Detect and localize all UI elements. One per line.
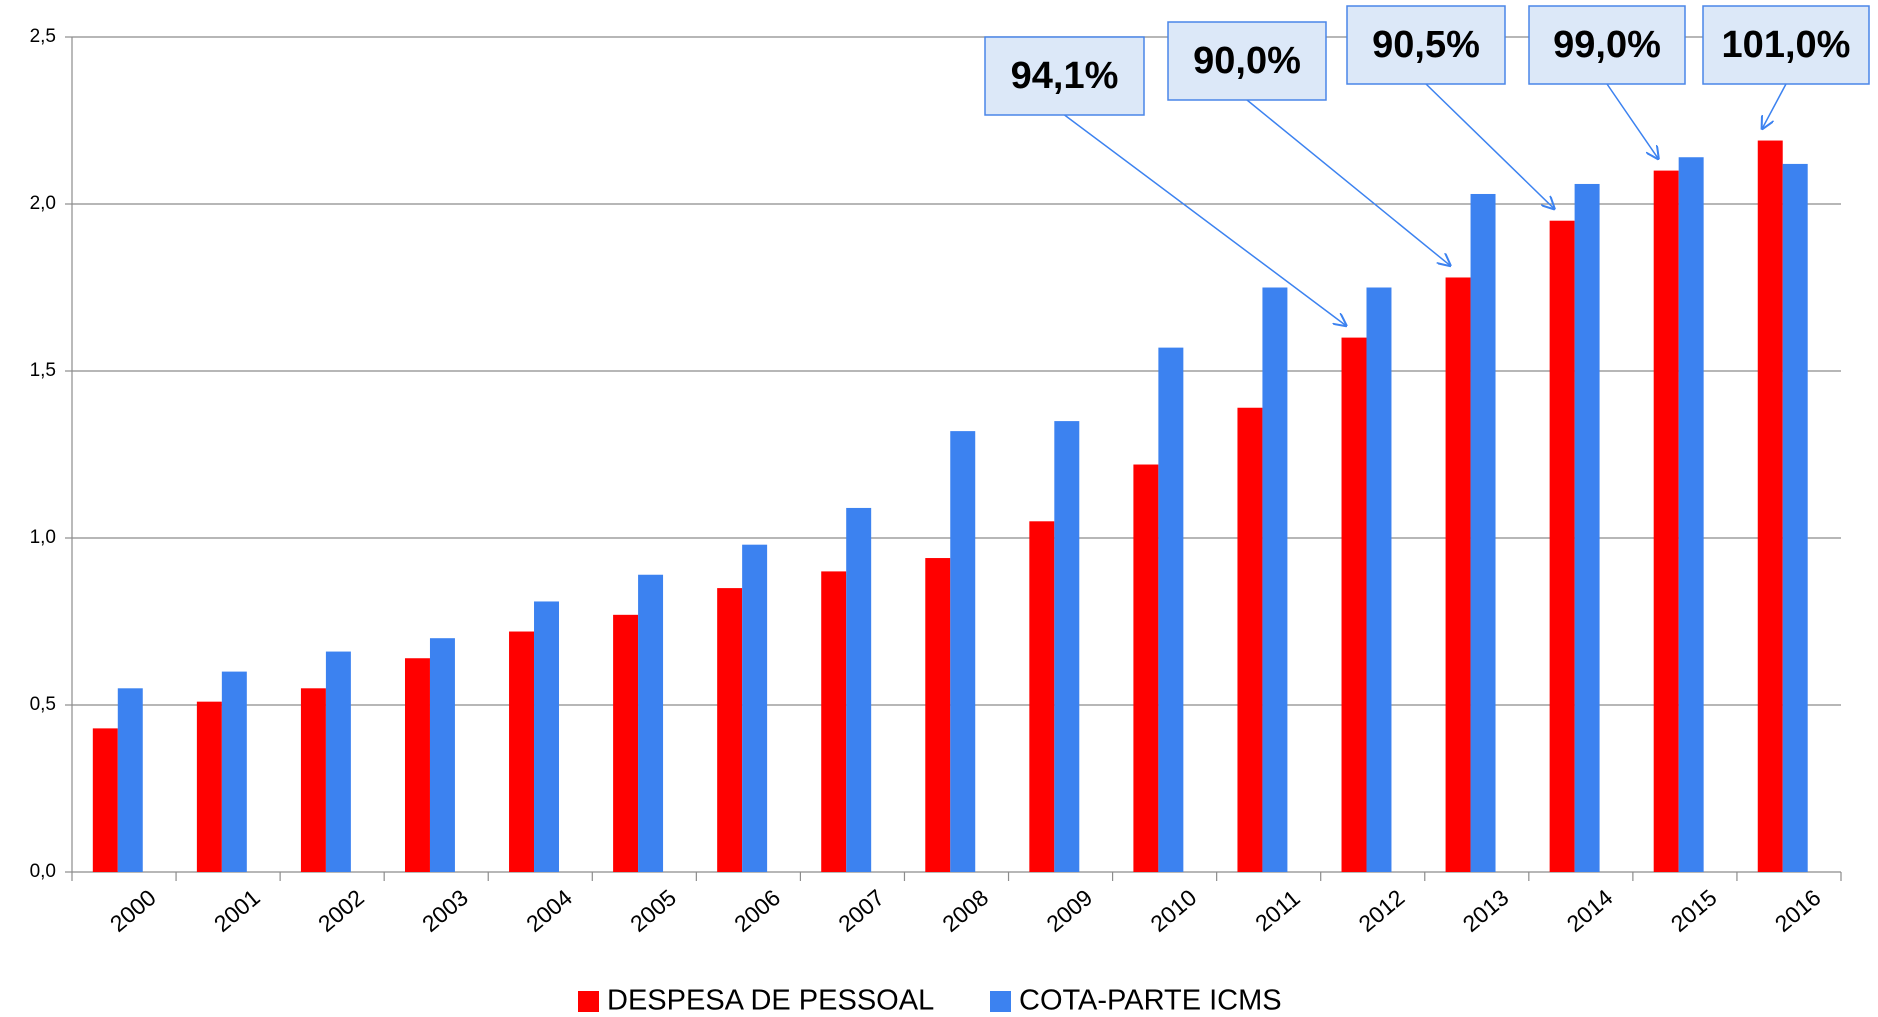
bar [1341, 337, 1367, 873]
bar [117, 688, 143, 872]
x-tick-label: 2002 [313, 884, 369, 937]
x-tick-label: 2013 [1458, 884, 1514, 937]
bar [92, 728, 118, 872]
annotation-arrow [1246, 99, 1450, 265]
annotation-label: 90,5% [1372, 24, 1480, 66]
bar [300, 688, 326, 872]
annotation-arrow [1425, 83, 1554, 209]
bar [1237, 407, 1263, 872]
bar [950, 431, 976, 872]
x-tick-label: 2006 [729, 884, 785, 937]
legend-label: COTA-PARTE ICMS [1019, 985, 1282, 1017]
bar [325, 651, 351, 872]
annotation-box [984, 36, 1145, 116]
x-tick-label: 2014 [1562, 884, 1618, 937]
bar [196, 701, 222, 872]
y-tick-label: 0,5 [30, 694, 56, 715]
bar [1653, 170, 1679, 873]
x-tick-label: 2007 [833, 884, 889, 937]
x-tick-label: 2000 [105, 884, 161, 937]
bar [1054, 421, 1080, 872]
bar [1782, 163, 1808, 873]
bar [1133, 464, 1159, 872]
x-tick-label: 2005 [625, 884, 681, 937]
bar [742, 544, 768, 872]
annotation-arrow [1762, 83, 1787, 129]
annotation-box [1346, 5, 1506, 85]
x-tick-label: 2001 [209, 884, 265, 937]
x-tick-label: 2012 [1354, 884, 1410, 937]
annotation-label: 90,0% [1193, 40, 1301, 82]
bar [821, 571, 847, 872]
x-tick-label: 2009 [1041, 884, 1097, 937]
annotation-arrow [1064, 114, 1347, 326]
legend-label: DESPESA DE PESSOAL [607, 985, 934, 1017]
bar [1366, 287, 1392, 872]
bar [1678, 157, 1704, 873]
bar [925, 558, 951, 872]
annotation-box [1528, 5, 1686, 85]
annotation-label: 99,0% [1553, 24, 1661, 66]
bar [1549, 220, 1575, 872]
bar [1262, 287, 1288, 872]
y-tick-label: 1,0 [30, 527, 56, 548]
y-tick-label: 2,0 [30, 193, 56, 214]
bar [1158, 347, 1184, 872]
bar [1470, 193, 1496, 873]
x-tick-label: 2015 [1666, 884, 1722, 937]
bar [404, 658, 430, 872]
bar [638, 574, 664, 872]
x-tick-label: 2016 [1770, 884, 1826, 937]
annotation-label: 94,1% [1011, 55, 1119, 97]
y-tick-label: 0,0 [30, 861, 56, 882]
x-tick-label: 2003 [417, 884, 473, 937]
bar [846, 507, 872, 872]
bar [717, 588, 743, 872]
annotation-arrow [1606, 83, 1658, 159]
annotation-box [1702, 5, 1870, 85]
bar [1757, 140, 1783, 873]
bar [1029, 521, 1055, 872]
y-tick-label: 1,5 [30, 360, 56, 381]
x-tick-label: 2011 [1250, 885, 1305, 937]
y-tick-label: 2,5 [30, 26, 56, 47]
bar [1574, 183, 1600, 872]
bar [221, 671, 247, 872]
x-tick-label: 2010 [1145, 884, 1201, 937]
annotation-label: 101,0% [1722, 24, 1851, 66]
annotation-box [1167, 21, 1327, 101]
bar [429, 638, 455, 872]
legend-swatch [990, 991, 1011, 1012]
bar [613, 614, 639, 872]
bar [1445, 277, 1471, 873]
x-tick-label: 2008 [937, 884, 993, 937]
bar [534, 601, 559, 872]
bar [509, 631, 535, 872]
x-tick-label: 2004 [521, 884, 577, 937]
legend-swatch [578, 991, 599, 1012]
